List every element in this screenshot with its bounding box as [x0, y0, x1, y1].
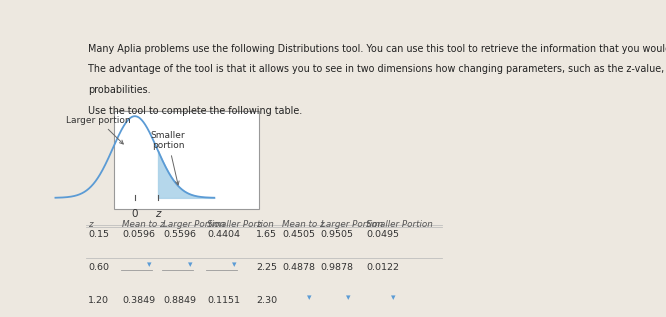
Text: ▾: ▾	[232, 260, 236, 269]
Text: Use the tool to complete the following table.: Use the tool to complete the following t…	[89, 106, 302, 116]
Text: z: z	[89, 220, 93, 229]
Bar	[115, 111, 258, 209]
Text: Many Aplia problems use the following Distributions tool. You can use this tool : Many Aplia problems use the following Di…	[89, 44, 666, 54]
Text: 1.65: 1.65	[256, 230, 277, 239]
Text: ▾: ▾	[188, 260, 193, 269]
Text: Larger portion: Larger portion	[67, 116, 131, 144]
Text: 0.0495: 0.0495	[366, 230, 399, 239]
Text: 0.3849: 0.3849	[122, 296, 155, 305]
Text: 0.0122: 0.0122	[366, 263, 399, 272]
Text: 2.25: 2.25	[256, 263, 277, 272]
Text: 0.60: 0.60	[89, 263, 109, 272]
Text: 1.20: 1.20	[89, 296, 109, 305]
Text: z: z	[155, 209, 161, 219]
Text: Mean to z: Mean to z	[282, 220, 324, 229]
Text: 0.9505: 0.9505	[321, 230, 354, 239]
Text: Larger Portion: Larger Portion	[163, 220, 225, 229]
Text: ▾: ▾	[147, 260, 152, 269]
Text: probabilities.: probabilities.	[89, 85, 151, 95]
Text: 0.8849: 0.8849	[163, 296, 196, 305]
Text: ▾: ▾	[346, 293, 350, 302]
Text: 2.30: 2.30	[256, 296, 277, 305]
Text: Smaller
portion: Smaller portion	[151, 131, 185, 185]
Text: 0.4505: 0.4505	[282, 230, 315, 239]
Text: z: z	[256, 220, 261, 229]
Text: 0.15: 0.15	[89, 230, 109, 239]
Text: 0.1151: 0.1151	[207, 296, 240, 305]
Text: ▾: ▾	[391, 293, 396, 302]
Text: ▾: ▾	[307, 293, 312, 302]
Text: 0: 0	[132, 209, 138, 219]
Text: Smaller Portion: Smaller Portion	[207, 220, 274, 229]
Text: 0.9878: 0.9878	[321, 263, 354, 272]
Text: 0.0596: 0.0596	[122, 230, 155, 239]
Text: Larger Portion: Larger Portion	[321, 220, 383, 229]
Text: 0.5596: 0.5596	[163, 230, 196, 239]
Text: The advantage of the tool is that it allows you to see in two dimensions how cha: The advantage of the tool is that it all…	[89, 64, 666, 74]
Text: Mean to z: Mean to z	[122, 220, 165, 229]
Text: Smaller Portion: Smaller Portion	[366, 220, 433, 229]
Text: 0.4878: 0.4878	[282, 263, 315, 272]
Text: 0.4404: 0.4404	[207, 230, 240, 239]
